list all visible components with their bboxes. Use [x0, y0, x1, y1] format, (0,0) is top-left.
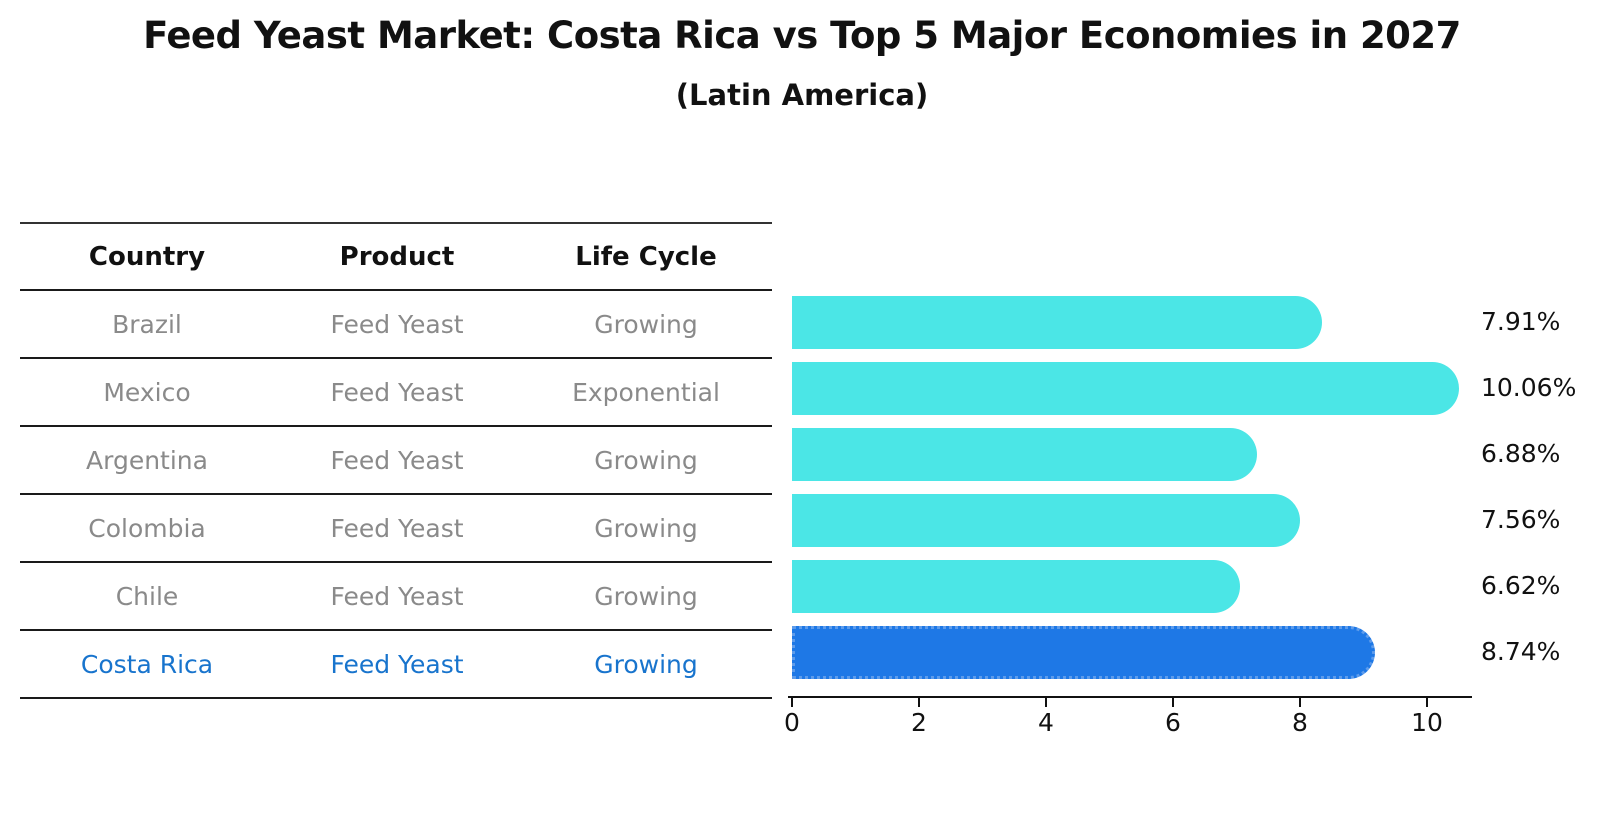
value-label-mexico: 10.06%	[1481, 373, 1577, 402]
value-label-colombia: 7.56%	[1481, 505, 1561, 534]
bar-colombia	[792, 493, 1301, 547]
x-axis-tick	[1299, 698, 1301, 707]
col-header-country: Country	[88, 241, 206, 272]
x-tick-label: 0	[784, 708, 800, 737]
col-header-life-cycle: Life Cycle	[575, 241, 717, 272]
bar-chile	[792, 559, 1241, 613]
table-header-row: Country Product Life Cycle	[20, 224, 772, 291]
cell-product: Feed Yeast	[330, 445, 464, 475]
cell-country: Colombia	[88, 513, 206, 543]
value-label-costa-rica: 8.74%	[1481, 637, 1561, 666]
x-axis-tick	[1172, 698, 1174, 707]
cell-country: Chile	[115, 581, 179, 611]
x-tick-label: 2	[911, 708, 927, 737]
col-header-product: Product	[339, 241, 455, 272]
cell-life-cycle: Growing	[594, 445, 698, 475]
x-axis-tick	[791, 698, 793, 707]
bar-brazil	[792, 295, 1323, 349]
cell-product: Feed Yeast	[330, 513, 464, 543]
bar-costa-rica-highlighted	[792, 625, 1375, 679]
value-label-chile: 6.62%	[1481, 571, 1561, 600]
cell-life-cycle: Growing	[594, 649, 698, 679]
chart-subtitle: (Latin America)	[675, 78, 929, 112]
table-row-argentina: Argentina Feed Yeast Growing	[20, 427, 772, 495]
cell-product: Feed Yeast	[330, 649, 464, 679]
x-tick-label: 8	[1292, 708, 1308, 737]
cell-product: Feed Yeast	[330, 581, 464, 611]
cell-country: Costa Rica	[80, 649, 214, 679]
cell-life-cycle: Growing	[594, 581, 698, 611]
x-axis-tick	[1045, 698, 1047, 707]
value-label-brazil: 7.91%	[1481, 307, 1561, 336]
table-row-mexico: Mexico Feed Yeast Exponential	[20, 359, 772, 427]
value-label-argentina: 6.88%	[1481, 439, 1561, 468]
cell-country: Brazil	[112, 309, 182, 339]
country-table: Country Product Life Cycle Brazil Feed Y…	[20, 222, 772, 699]
cell-product: Feed Yeast	[330, 309, 464, 339]
table-row-colombia: Colombia Feed Yeast Growing	[20, 495, 772, 563]
cell-life-cycle: Growing	[594, 309, 698, 339]
bar-mexico	[792, 361, 1459, 415]
x-tick-label: 6	[1165, 708, 1181, 737]
cell-country: Argentina	[86, 445, 208, 475]
x-axis-line	[788, 696, 1472, 698]
x-axis-tick	[918, 698, 920, 707]
table-row-costa-rica-highlighted: Costa Rica Feed Yeast Growing	[20, 631, 772, 699]
chart-title: Feed Yeast Market: Costa Rica vs Top 5 M…	[143, 14, 1461, 57]
table-row-chile: Chile Feed Yeast Growing	[20, 563, 772, 631]
x-axis-tick	[1426, 698, 1428, 707]
cell-life-cycle: Exponential	[572, 377, 720, 407]
table-row-brazil: Brazil Feed Yeast Growing	[20, 291, 772, 359]
x-tick-label: 10	[1411, 708, 1443, 737]
x-tick-label: 4	[1038, 708, 1054, 737]
cell-product: Feed Yeast	[330, 377, 464, 407]
bar-argentina	[792, 427, 1257, 481]
cell-country: Mexico	[103, 377, 191, 407]
cell-life-cycle: Growing	[594, 513, 698, 543]
